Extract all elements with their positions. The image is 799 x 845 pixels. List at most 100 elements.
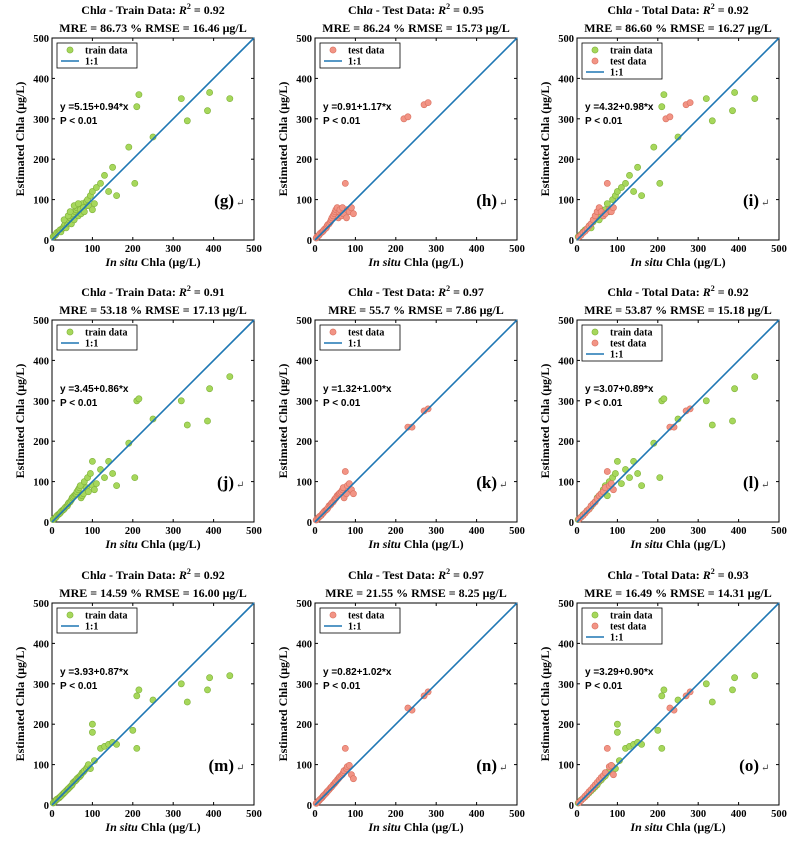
- test-data-point: [603, 468, 611, 475]
- title-italic-a: a: [100, 285, 106, 299]
- y-axis-label: Estimated Chla (μg/L): [276, 364, 290, 479]
- train-data-point: [183, 698, 191, 706]
- x-label-text: Chla (μg/L): [663, 537, 726, 551]
- train-data-point: [729, 417, 736, 425]
- panel-title: Chla - Test Data: R2 = 0.97: [348, 567, 484, 582]
- train-data-point: [89, 720, 96, 728]
- x-label-italic: In situ: [629, 255, 663, 269]
- legend-label: 1:1: [348, 339, 361, 350]
- x-tick-label: 200: [125, 244, 141, 255]
- legend-label: 1:1: [85, 622, 98, 633]
- p-value: P < 0.01: [323, 398, 361, 409]
- y-tick-label: 500: [33, 316, 49, 327]
- train-data-point: [89, 188, 96, 195]
- legend-marker-test: [329, 46, 337, 54]
- train-data-point: [702, 397, 710, 405]
- one-to-one-line: [314, 37, 518, 241]
- x-tick-label: 200: [650, 244, 666, 255]
- legend-label: train data: [610, 46, 653, 57]
- y-tick-label: 100: [558, 196, 574, 207]
- return-mark: ↵: [236, 198, 244, 209]
- panel-n: Chla - Test Data: R2 = 0.97 MRE = 21.55 %…: [276, 567, 525, 834]
- title-r: R: [437, 3, 446, 17]
- x-label-italic: In situ: [367, 255, 401, 269]
- title-r2-sup: 2: [711, 567, 715, 576]
- title-r2-value: = 0.92: [191, 3, 225, 17]
- title-chl: Chl: [81, 3, 100, 17]
- x-label-text: Chla (μg/L): [663, 255, 726, 269]
- x-label-text: Chla (μg/L): [663, 820, 726, 834]
- train-data-point: [702, 95, 710, 102]
- panel-g: Chla - Train Data: R2 = 0.92 MRE = 86.73 …: [13, 2, 262, 269]
- train-data-point: [634, 470, 641, 477]
- y-tick-label: 0: [307, 236, 312, 247]
- train-data-point: [89, 728, 96, 736]
- title-dataset: - Test Data:: [373, 568, 438, 582]
- train-data-point: [93, 184, 100, 191]
- y-tick-label: 300: [33, 680, 49, 691]
- x-axis-label: In situ Chla (μg/L): [104, 820, 200, 834]
- train-data-point: [206, 89, 213, 96]
- y-tick-label: 0: [44, 236, 49, 247]
- p-value: P < 0.01: [585, 681, 623, 692]
- x-tick-label: 400: [469, 244, 485, 255]
- y-tick-label: 200: [33, 720, 49, 731]
- x-tick-label: 400: [731, 809, 747, 820]
- legend-marker-test: [329, 328, 337, 336]
- x-tick-label: 100: [610, 244, 626, 255]
- x-label-italic: In situ: [629, 820, 663, 834]
- x-tick-label: 300: [690, 809, 706, 820]
- x-tick-label: 500: [771, 809, 787, 820]
- title-chl: Chl: [348, 285, 367, 299]
- train-data-point: [226, 672, 234, 680]
- train-data-point: [125, 143, 133, 151]
- regression-equation: y =3.29+0.90*x: [585, 667, 654, 678]
- y-tick-label: 300: [296, 115, 312, 126]
- train-data-point: [204, 107, 211, 115]
- train-data-point: [113, 482, 120, 489]
- y-tick-label: 500: [33, 599, 49, 610]
- one-to-one-line: [576, 602, 780, 806]
- title-r: R: [178, 285, 187, 299]
- legend-label: train data: [610, 328, 653, 339]
- test-data-point: [341, 468, 349, 475]
- panel-letter-text: (k): [476, 473, 497, 492]
- panel-stats: MRE = 53.18 % RMSE = 17.13 μg/L: [59, 303, 246, 317]
- train-data-point: [131, 179, 139, 187]
- train-data-point: [658, 692, 666, 700]
- train-data-point: [177, 95, 185, 102]
- x-tick-label: 100: [348, 809, 364, 820]
- y-tick-label: 0: [569, 801, 574, 812]
- legend-label: 1:1: [610, 350, 623, 361]
- x-tick-label: 100: [610, 526, 626, 537]
- train-data-point: [91, 200, 98, 207]
- y-tick-label: 100: [33, 196, 49, 207]
- legend-label: 1:1: [610, 633, 623, 644]
- title-italic-a: a: [626, 3, 632, 17]
- train-data-point: [76, 482, 84, 489]
- title-italic-a: a: [626, 568, 632, 582]
- panel-m: Chla - Train Data: R2 = 0.92 MRE = 14.59 …: [13, 567, 262, 834]
- regression-equation: y =3.45+0.86*x: [60, 384, 129, 395]
- panel-letter-text: (h): [476, 191, 497, 210]
- legend-label: train data: [85, 611, 128, 622]
- panel-letter-text: (l): [743, 473, 759, 492]
- train-data-point: [751, 672, 759, 680]
- train-data-point: [177, 397, 185, 405]
- x-axis-label: In situ Chla (μg/L): [367, 255, 463, 269]
- legend-marker-test: [591, 622, 599, 630]
- panel-stats: MRE = 86.73 % RMSE = 16.46 μg/L: [59, 21, 246, 35]
- train-data-point: [91, 486, 98, 494]
- legend-label: test data: [348, 46, 384, 57]
- title-r: R: [178, 568, 187, 582]
- train-data-point: [656, 474, 664, 481]
- train-data-point: [87, 470, 94, 477]
- y-tick-label: 0: [307, 801, 312, 812]
- legend-marker-train: [591, 328, 599, 336]
- panel-letter-text: (n): [476, 756, 497, 775]
- title-dataset: - Train Data:: [106, 568, 179, 582]
- test-data-point: [666, 113, 674, 121]
- x-tick-label: 500: [509, 526, 525, 537]
